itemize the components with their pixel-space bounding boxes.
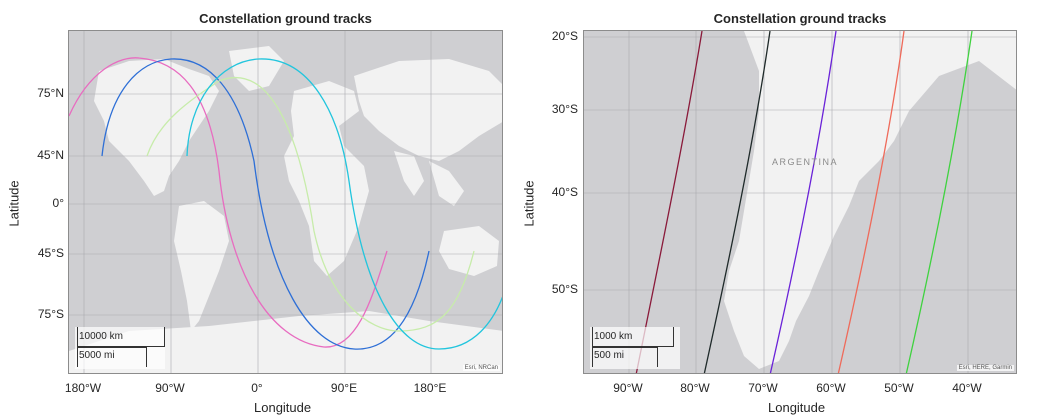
ground-track-1	[69, 57, 388, 348]
right-map-axes[interactable]: ARGENTINA 1000 km 500 mi Esri, HERE, Gar…	[583, 30, 1017, 374]
right-scalebar-mi-bar	[592, 347, 658, 367]
left-map-axes[interactable]: 10000 km 5000 mi Esri, NRCan	[68, 30, 503, 374]
left-scalebar-mi-bar	[77, 347, 147, 367]
left-lat-tick: 75°N	[37, 86, 64, 100]
right-land	[724, 31, 1016, 369]
ground-track-2	[101, 58, 430, 350]
left-scalebar-mi: 5000 mi	[79, 350, 115, 361]
left-ylabel: Latitude	[6, 180, 22, 227]
left-lon-tick: 180°E	[413, 381, 447, 395]
ground-track-4	[837, 31, 905, 373]
left-xlabel: Longitude	[254, 400, 312, 415]
country-label-argentina: ARGENTINA	[772, 157, 839, 167]
right-graticule	[584, 31, 1016, 373]
right-lat-tick: 30°S	[551, 102, 578, 116]
left-graticule	[69, 31, 502, 373]
left-lon-tick: 90°E	[330, 381, 358, 395]
ground-track-3	[769, 31, 837, 373]
left-lon-tick: 180°W	[64, 381, 102, 395]
right-lon-tick: 70°W	[748, 381, 778, 395]
left-lat-tick: 75°S	[37, 307, 64, 321]
ground-track-3	[146, 76, 475, 332]
left-basemap	[69, 31, 502, 373]
left-land	[69, 46, 502, 373]
right-scalebar-mi: 500 mi	[594, 350, 625, 361]
right-scalebar: 1000 km 500 mi	[590, 327, 680, 369]
left-attribution: Esri, NRCan	[462, 365, 500, 371]
ground-track-5	[905, 31, 973, 373]
right-lon-tick: 90°W	[613, 381, 643, 395]
right-lat-tick: 20°S	[551, 29, 578, 43]
right-map-title: Constellation ground tracks	[713, 11, 887, 26]
right-lon-tick: 40°W	[952, 381, 982, 395]
left-scalebar-km: 10000 km	[79, 331, 123, 342]
ground-track-4	[186, 58, 502, 350]
left-ground-tracks	[69, 57, 502, 350]
ground-track-2	[703, 31, 771, 373]
left-lat-tick: 45°N	[37, 148, 64, 162]
right-basemap	[584, 31, 1016, 373]
right-attribution: Esri, HERE, Garmin	[956, 365, 1014, 371]
right-scalebar-km-bar	[592, 327, 674, 347]
right-lon-tick: 50°W	[884, 381, 914, 395]
ground-track-1	[635, 31, 703, 373]
left-lon-tick: 0°	[251, 381, 263, 395]
left-map-title: Constellation ground tracks	[199, 11, 372, 26]
right-lon-tick: 80°W	[680, 381, 710, 395]
left-lat-tick: 0°	[52, 196, 64, 210]
right-xlabel: Longitude	[768, 400, 826, 415]
left-lon-tick: 90°W	[155, 381, 185, 395]
right-lat-tick: 50°S	[551, 282, 578, 296]
right-lon-tick: 60°W	[816, 381, 846, 395]
right-scalebar-km: 1000 km	[594, 331, 633, 342]
left-lat-tick: 45°S	[37, 246, 64, 260]
left-scalebar-km-bar	[77, 327, 165, 347]
left-scalebar: 10000 km 5000 mi	[75, 327, 165, 369]
right-lat-tick: 40°S	[551, 185, 578, 199]
right-ylabel: Latitude	[521, 180, 537, 227]
